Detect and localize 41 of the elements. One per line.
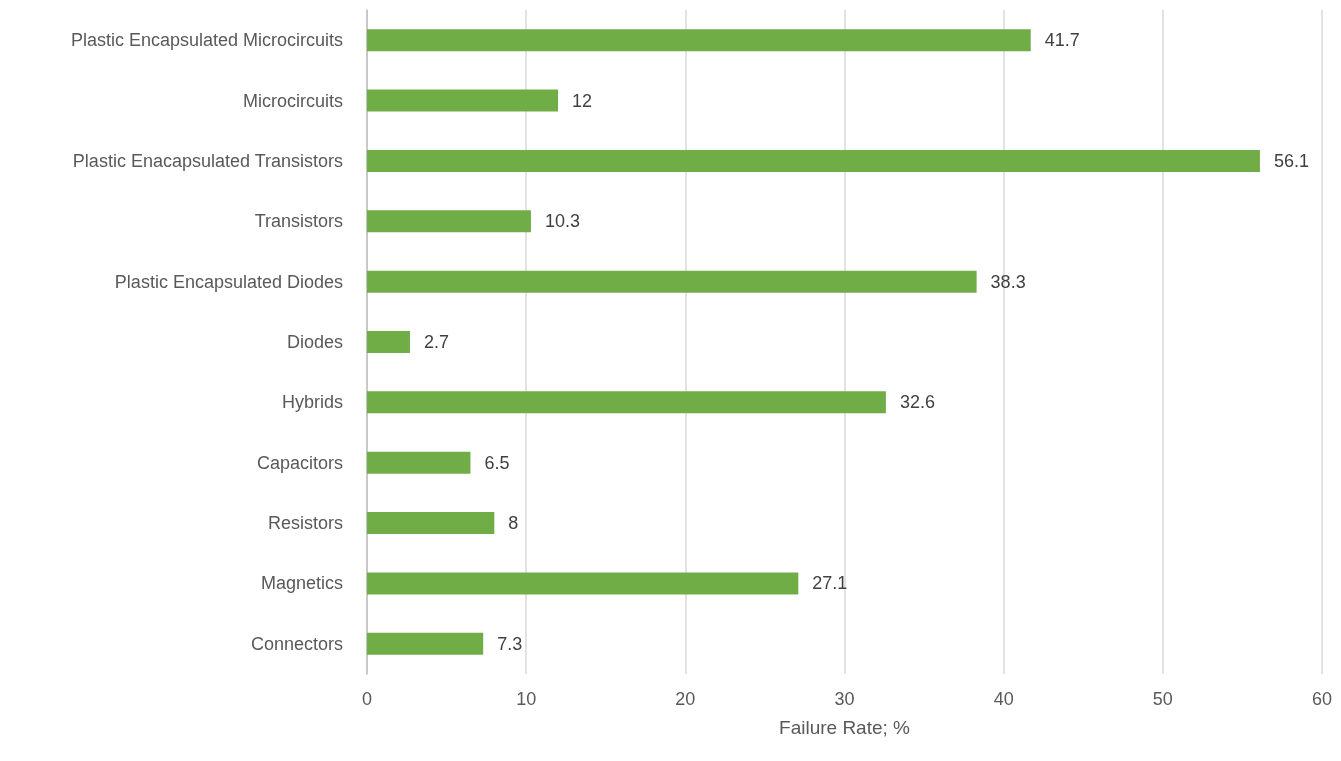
data-label: 27.1 [812,573,848,594]
x-tick-label: 30 [834,689,855,709]
x-tick-label: 20 [675,689,696,709]
data-label: 41.7 [1044,30,1080,51]
y-tick-label: Diodes [286,332,343,352]
bar [367,632,484,655]
y-tick-label: Resistors [267,513,343,534]
data-label: 10.3 [544,211,580,232]
y-tick-label: Microcircuits [242,90,343,111]
bar [367,270,977,293]
y-tick-label: Magnetics [260,573,343,594]
data-label: 12 [572,90,593,111]
bar [367,149,1260,172]
data-label: 56.1 [1273,150,1309,171]
data-label: 2.7 [423,332,450,352]
bar [367,391,886,414]
bar [367,331,410,353]
y-tick-label: Connectors [250,633,343,654]
bar [367,512,495,535]
bar [367,451,471,474]
x-tick-label: 60 [1311,689,1333,709]
bar [367,29,1031,52]
y-tick-label: Transistors [254,211,343,232]
data-label: 7.3 [497,633,523,654]
y-tick-label: Hybrids [281,392,343,413]
data-label: 6.5 [484,452,510,473]
y-tick-label: Plastic Enacapsulated Transistors [72,150,343,171]
x-tick-label: 40 [993,689,1014,709]
data-label: 38.3 [990,271,1026,292]
bar [367,89,558,112]
x-axis-title: Failure Rate; % [779,717,911,738]
x-tick-label: 50 [1152,689,1173,709]
y-tick-label: Plastic Encapsulated Diodes [114,271,343,292]
data-label: 32.6 [899,392,935,413]
bar [367,210,531,233]
x-tick-label: 0 [361,689,373,709]
x-tick-label: 10 [516,689,537,709]
bar [367,572,799,595]
data-label: 8 [508,513,519,534]
y-tick-label: Plastic Encapsulated Microcircuits [70,30,343,51]
y-tick-label: Capacitors [256,452,343,473]
